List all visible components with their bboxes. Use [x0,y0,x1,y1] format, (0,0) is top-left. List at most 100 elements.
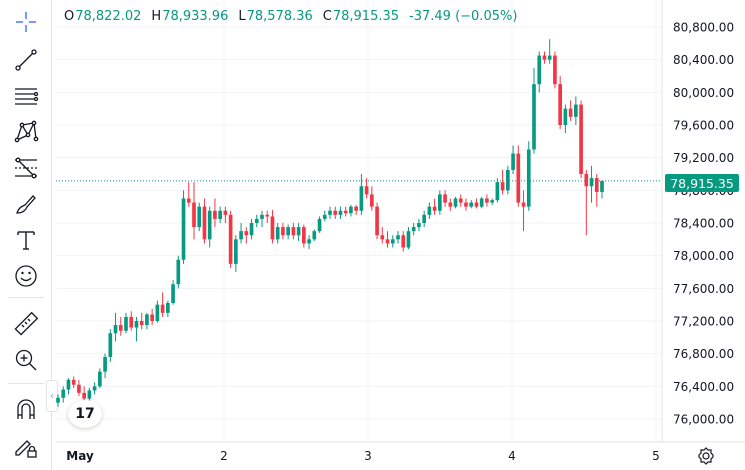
ruler-icon[interactable] [8,308,44,340]
candle [134,316,139,342]
candle [150,308,154,326]
candle [563,104,568,134]
candle [322,210,327,222]
candle [129,311,134,331]
candle [98,368,102,388]
toolbar-divider [8,297,44,298]
fib-icon[interactable] [8,152,44,184]
candle [553,51,557,89]
candle [82,386,86,403]
candle [186,182,191,207]
pattern-icon[interactable] [8,116,44,148]
time-tick-label: 2 [220,449,228,463]
candle [464,198,468,211]
legend-close: C 78,915.35 [322,9,400,24]
candle [234,235,238,272]
candle [485,194,489,207]
candle [600,180,604,199]
trend-line-icon[interactable] [8,44,44,76]
legend-low: L 78,578.36 [238,9,313,24]
candle [574,96,578,125]
candle [223,206,228,223]
candle [291,223,296,240]
price-tick-label: 80,400.00 [673,53,734,67]
candle [338,206,343,219]
candle [380,227,385,244]
lock-draw-icon[interactable] [8,430,44,462]
candle [427,202,432,219]
time-tick-label: 5 [652,449,660,463]
candle [516,145,521,207]
price-tick-label: 76,000.00 [673,413,734,427]
toolbar-divider [8,383,44,384]
candle [438,190,442,215]
horizontal-lines-icon[interactable] [8,80,44,112]
legend-change: -37.49 (−0.05%) [409,9,518,24]
candle [328,206,332,219]
candle [145,312,149,330]
price-tick-label: 77,600.00 [673,282,734,296]
candle [249,218,254,240]
price-tick-label: 77,200.00 [673,315,734,329]
candle [181,190,186,264]
candle [155,300,160,323]
time-tick-label: 4 [508,449,516,463]
candle [458,194,463,207]
candle [56,394,60,407]
candle [411,223,416,236]
candle [239,223,243,244]
crosshair-icon[interactable] [8,6,44,38]
time-tick-label: May [66,449,94,463]
candle [286,224,290,240]
candle [228,210,233,268]
candle [312,229,317,241]
grid [56,0,662,442]
candle [448,198,453,211]
candle [558,76,562,130]
current-price-tag: 78,915.35 [665,174,739,192]
legend-high: H 78,933.96 [151,9,229,24]
settings-gear-icon[interactable] [696,446,716,466]
candle [160,292,165,317]
axes [56,0,745,443]
candle [202,198,207,244]
candle [281,223,285,240]
candles [56,39,604,407]
candle [343,206,348,217]
candle [417,218,421,232]
candle [192,182,196,240]
price-tick-label: 76,800.00 [673,347,734,361]
candle [270,209,275,244]
tradingview-logo[interactable]: 17 [68,400,102,428]
text-icon[interactable] [8,224,44,256]
emoji-icon[interactable] [8,260,44,292]
candle [469,200,474,209]
candle [547,39,552,64]
candle [511,145,515,174]
candle [401,231,406,252]
magnet-icon[interactable] [8,394,44,426]
candle [103,353,107,379]
candle [265,210,270,223]
price-tick-label: 78,000.00 [673,249,734,263]
candle [537,51,542,93]
candle [406,227,411,250]
candle [307,235,311,250]
price-tick-label: 80,000.00 [673,86,734,100]
candle [254,214,259,228]
candle [594,174,599,207]
candle [479,196,484,209]
candle [218,206,222,223]
candle [370,186,374,211]
axis-labels: 80,800.00 80,400.00 80,000.00 79,600.00 79,2… [66,21,734,464]
candle [213,198,217,228]
candle [166,300,170,317]
zoom-in-icon[interactable] [8,344,44,376]
candle [92,382,97,395]
brush-icon[interactable] [8,188,44,220]
candle [296,223,301,241]
candle [568,100,573,121]
candle [542,51,547,64]
candle [474,198,479,209]
candle [71,376,76,388]
